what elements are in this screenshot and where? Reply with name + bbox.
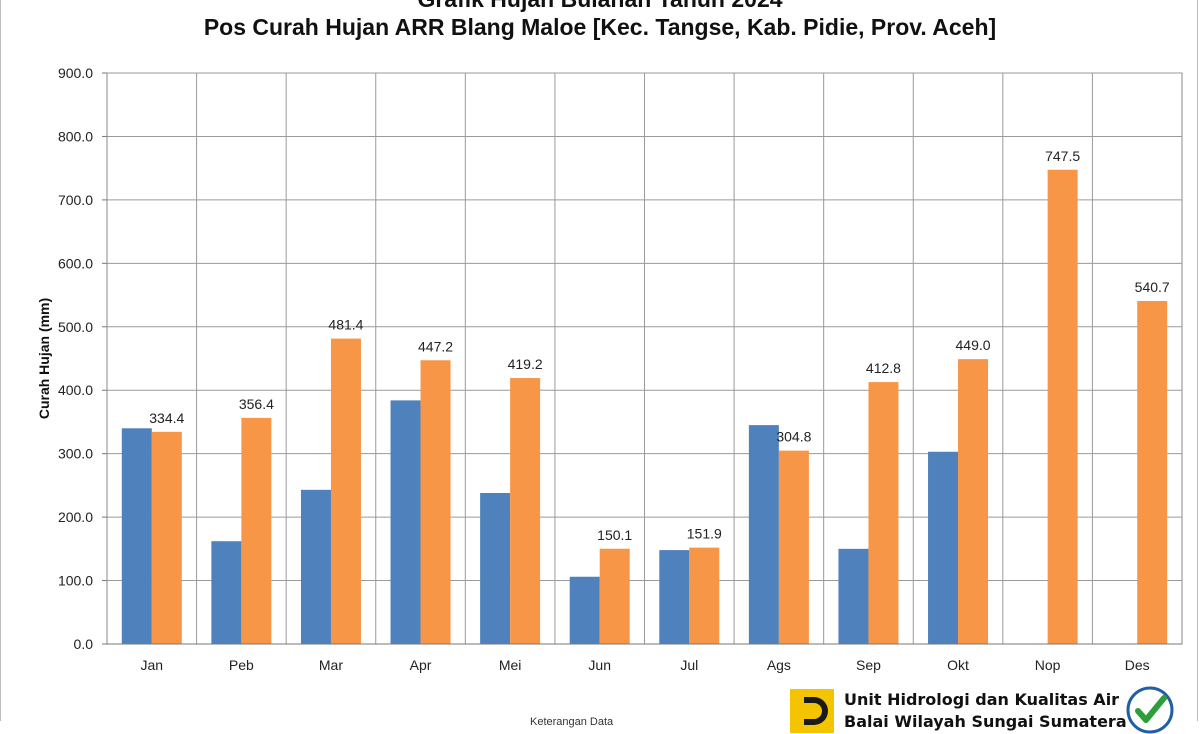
bar-series1: [838, 548, 869, 644]
bar-series2: [420, 360, 451, 644]
bar-series2: [958, 359, 989, 644]
y-tick-label: 500.0: [58, 319, 93, 335]
bar-series2: [241, 417, 272, 644]
bar-series2: [1137, 300, 1168, 644]
x-tick-label: Nop: [1035, 657, 1061, 673]
y-tick-label: 700.0: [58, 192, 93, 208]
data-label: 150.1: [597, 527, 632, 543]
pupr-logo-icon: [790, 689, 834, 733]
bar-series2: [330, 338, 361, 644]
y-tick-label: 800.0: [58, 128, 93, 144]
data-label: 447.2: [418, 338, 453, 354]
data-label: 449.0: [956, 337, 991, 353]
bar-series2: [778, 450, 809, 644]
bar-series2: [1047, 169, 1078, 644]
bar-series2: [868, 382, 899, 644]
data-label: 747.5: [1045, 148, 1080, 164]
data-label: 334.4: [149, 410, 184, 426]
x-tick-label: Apr: [410, 657, 432, 673]
y-tick-label: 300.0: [58, 446, 93, 462]
bar-series1: [659, 550, 690, 644]
bar-series1: [390, 400, 421, 644]
y-axis-label: Curah Hujan (mm): [36, 298, 52, 419]
iso-certification-icon: [1126, 686, 1174, 734]
data-label: 412.8: [866, 360, 901, 376]
footer-note: Keterangan Data: [530, 716, 614, 728]
bar-series2: [510, 378, 541, 644]
y-tick-label: 600.0: [58, 255, 93, 271]
x-tick-label: Sep: [856, 657, 881, 673]
bar-series1: [480, 493, 511, 644]
x-tick-label: Ags: [767, 657, 791, 673]
data-label: 419.2: [508, 356, 543, 372]
bar-series1: [211, 541, 242, 644]
bar-series1: [300, 489, 331, 644]
x-tick-label: Mar: [319, 657, 343, 673]
y-tick-label: 0.0: [74, 636, 94, 652]
chart-subtitle: Pos Curah Hujan ARR Blang Maloe [Kec. Ta…: [203, 14, 997, 40]
y-tick-label: 400.0: [58, 382, 93, 398]
x-tick-label: Mei: [499, 657, 522, 673]
data-label: 540.7: [1135, 279, 1170, 295]
x-tick-label: Peb: [229, 657, 254, 673]
bar-series1: [748, 425, 779, 644]
y-tick-label: 100.0: [58, 573, 93, 589]
chart-title: Grafik Hujan Bulanan Tahun 2024: [0, 0, 1200, 13]
bar-series2: [151, 431, 182, 644]
x-tick-label: Okt: [947, 657, 969, 673]
data-label: 151.9: [687, 526, 722, 542]
bar-series2: [599, 548, 630, 644]
bar-series1: [121, 428, 152, 644]
org-subname: Balai Wilayah Sungai Sumatera I: [844, 712, 1139, 731]
y-tick-label: 200.0: [58, 509, 93, 525]
bar-series1: [569, 576, 600, 644]
bar-series1: [928, 451, 959, 644]
y-tick-label: 900.0: [58, 65, 93, 81]
x-tick-label: Jun: [588, 657, 611, 673]
x-tick-label: Jul: [680, 657, 698, 673]
x-tick-label: Des: [1125, 657, 1150, 673]
bar-series2: [689, 547, 720, 644]
org-name: Unit Hidrologi dan Kualitas Air: [844, 690, 1120, 709]
data-label: 304.8: [776, 429, 811, 445]
x-tick-label: Jan: [141, 657, 164, 673]
data-label: 481.4: [328, 317, 363, 333]
data-label: 356.4: [239, 396, 274, 412]
